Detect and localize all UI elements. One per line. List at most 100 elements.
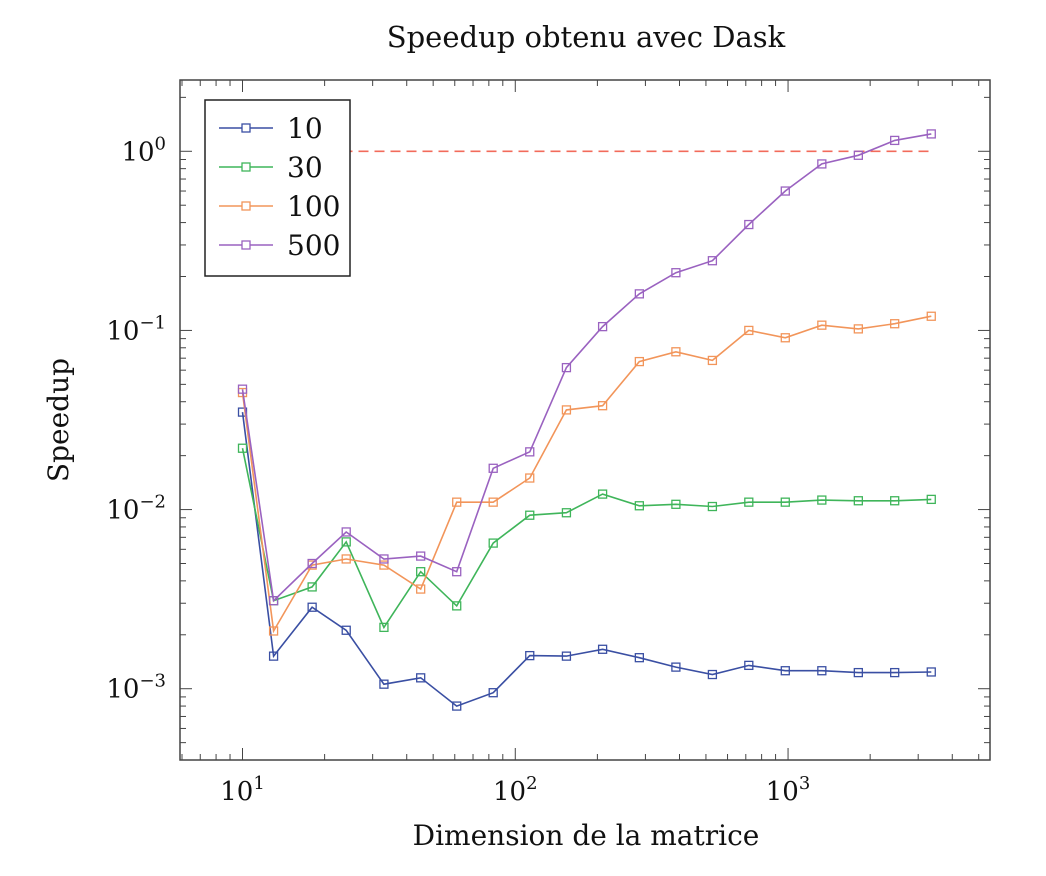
data-point [268, 626, 279, 636]
legend-label: 500 [287, 229, 340, 262]
data-point [307, 602, 317, 612]
data-point [525, 510, 535, 520]
axis-ticks [180, 80, 990, 761]
data-point [561, 508, 572, 518]
data-point [817, 495, 827, 505]
x-axis-title: Dimension de la matrice [413, 819, 760, 852]
data-point [307, 582, 317, 592]
data-point [268, 651, 279, 661]
series-layer [237, 129, 936, 711]
legend-box [204, 99, 351, 277]
data-point [634, 356, 644, 367]
data-point [890, 667, 900, 678]
data-point [452, 497, 462, 507]
legend: 10 30 100 500 [204, 99, 351, 277]
data-point [341, 554, 351, 564]
data-point [597, 401, 608, 411]
data-point [744, 497, 754, 507]
data-point [780, 333, 790, 343]
data-point [926, 129, 936, 139]
data-point [817, 666, 827, 676]
series-30 [237, 443, 936, 633]
data-point [707, 501, 718, 512]
data-point [416, 673, 426, 683]
data-point [416, 584, 426, 594]
data-point [597, 489, 608, 499]
data-point [926, 311, 936, 321]
data-point [561, 651, 572, 661]
data-point [707, 669, 718, 680]
plot-area [179, 79, 991, 761]
data-point [853, 496, 863, 506]
data-point [525, 650, 535, 661]
data-point [890, 135, 900, 146]
data-point [307, 558, 317, 569]
data-point [452, 567, 462, 577]
data-point [341, 527, 351, 537]
data-point [488, 463, 498, 473]
data-point [707, 256, 718, 266]
legend-marker [241, 240, 251, 250]
data-point [890, 496, 900, 506]
data-point [634, 289, 644, 299]
series-10 [237, 407, 936, 711]
data-point [671, 268, 681, 278]
series-500 [237, 129, 936, 606]
data-point [853, 667, 863, 678]
data-point [341, 625, 351, 635]
data-point [853, 324, 863, 334]
data-point [452, 601, 462, 611]
series-line [241, 133, 932, 603]
data-point [379, 679, 389, 689]
data-point [488, 497, 498, 507]
data-point [416, 551, 426, 561]
data-point [780, 666, 790, 676]
data-point [744, 660, 754, 671]
data-point [671, 499, 681, 509]
data-point [237, 384, 248, 394]
x-tick-label: 102 [493, 773, 538, 807]
data-point [744, 219, 754, 230]
data-point [488, 538, 498, 548]
data-point [780, 497, 790, 507]
data-point [597, 644, 608, 654]
y-tick-label: 10−1 [106, 312, 166, 346]
data-point [341, 537, 351, 547]
data-point [780, 186, 790, 196]
chart-title: Speedup obtenu avec Dask [387, 20, 786, 54]
data-point [707, 355, 718, 366]
series-line [241, 411, 932, 708]
data-point [561, 405, 572, 415]
legend-marker [241, 162, 251, 172]
legend-marker [241, 201, 251, 211]
data-point [452, 701, 462, 711]
data-point [416, 567, 426, 577]
data-point [379, 560, 389, 570]
axis-tick-labels: 101 102 103 100 10−1 10−2 10−3 [106, 133, 810, 807]
series-line [241, 448, 932, 630]
data-point [817, 320, 827, 330]
data-point [817, 159, 827, 169]
y-axis-title: Speedup [42, 358, 75, 482]
data-point [634, 501, 644, 511]
data-point [926, 667, 936, 677]
data-point [890, 319, 900, 329]
y-tick-label: 10−3 [106, 671, 166, 705]
data-point [379, 622, 389, 633]
data-point [525, 473, 535, 483]
data-point [268, 596, 279, 606]
data-point [488, 688, 498, 698]
data-point [671, 347, 681, 357]
y-tick-label: 10−2 [106, 492, 166, 526]
x-tick-label: 103 [766, 773, 811, 807]
y-tick-label: 100 [121, 133, 166, 167]
data-point [525, 447, 535, 457]
x-tick-label: 101 [220, 773, 265, 807]
data-point [561, 362, 572, 373]
legend-marker [241, 123, 251, 133]
data-point [853, 150, 863, 160]
legend-label: 100 [287, 190, 340, 223]
legend-label: 30 [287, 151, 323, 184]
data-point [926, 494, 936, 505]
